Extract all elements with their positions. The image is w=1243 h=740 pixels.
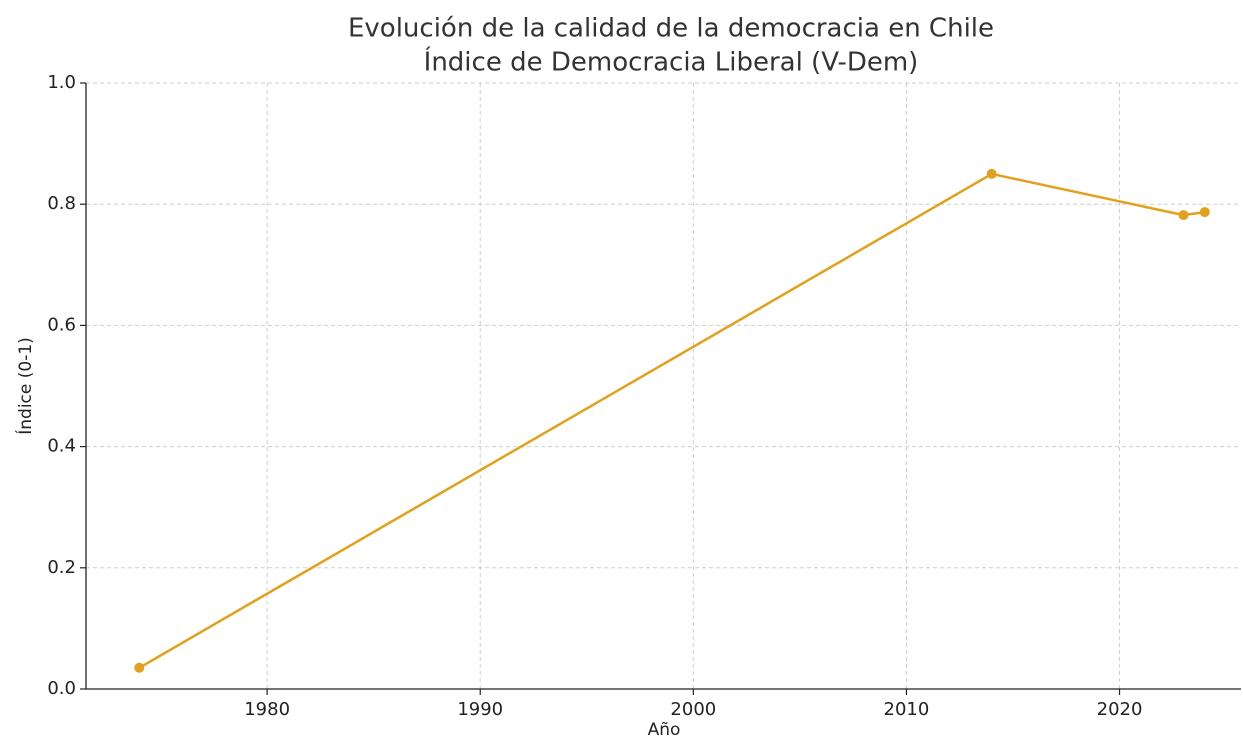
y-tick-label: 0.6 (47, 314, 76, 335)
y-axis-label: Índice (0-1) (14, 337, 36, 435)
y-tick-label: 0.2 (47, 557, 76, 578)
data-point (1199, 207, 1210, 218)
y-tick-label: 0.0 (47, 678, 76, 699)
data-point (986, 168, 997, 179)
x-tick-label: 1990 (457, 699, 503, 720)
chart-title: Evolución de la calidad de la democracia… (348, 14, 994, 44)
x-tick-label: 1980 (244, 699, 290, 720)
x-axis-label: Año (648, 720, 681, 740)
x-tick-label: 2010 (884, 699, 930, 720)
x-tick-label: 2020 (1097, 699, 1143, 720)
data-point (134, 662, 145, 673)
y-tick-label: 0.8 (47, 193, 76, 214)
data-point (1178, 210, 1189, 221)
x-tick-label: 2000 (670, 699, 716, 720)
y-tick-label: 0.4 (47, 436, 76, 457)
series-line (138, 172, 1205, 669)
chart-subtitle: Índice de Democracia Liberal (V-Dem) (424, 46, 919, 78)
y-tick-label: 1.0 (47, 72, 76, 93)
